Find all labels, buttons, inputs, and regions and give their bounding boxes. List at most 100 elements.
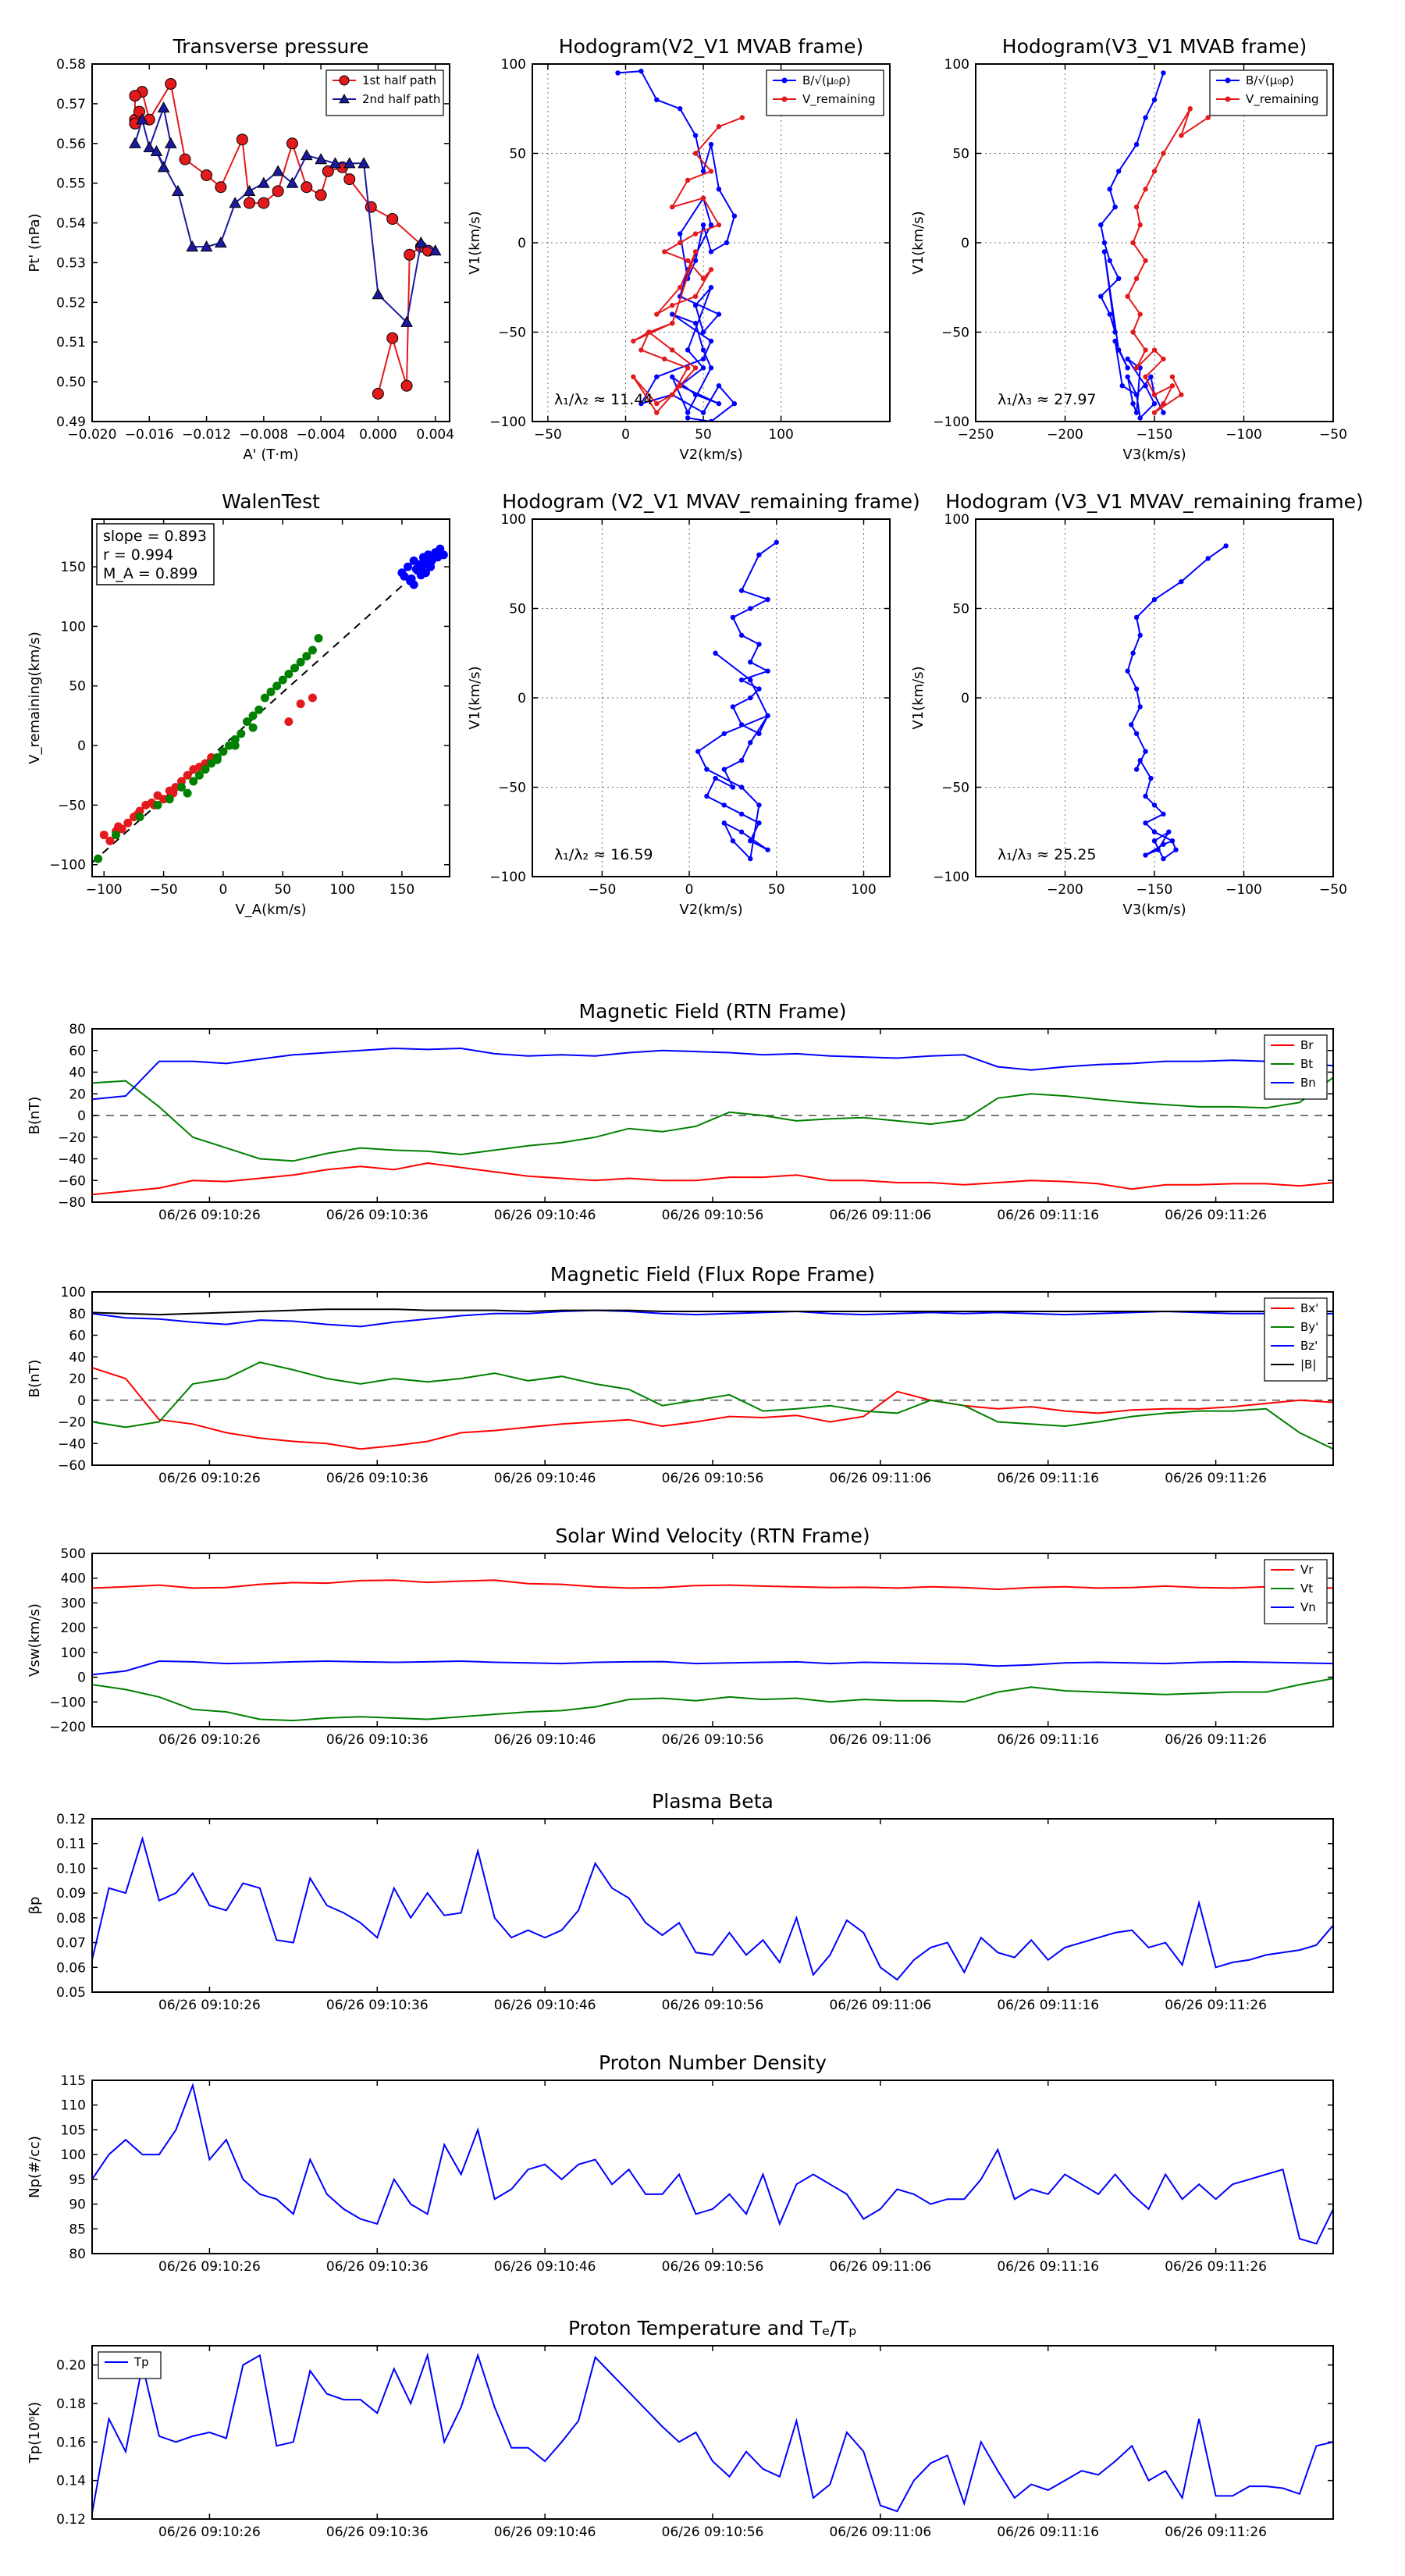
y-tick-label: 100 [61, 1285, 86, 1300]
y-tick-label: 50 [509, 147, 526, 162]
plot-area [695, 539, 779, 862]
data-point [730, 614, 736, 621]
y-tick-label: 0 [77, 1108, 86, 1124]
x-tick-label: 06/26 09:11:16 [997, 1208, 1099, 1223]
x-tick-label: 06/26 09:11:06 [829, 1471, 931, 1486]
data-point [112, 831, 121, 840]
data-point [201, 169, 213, 181]
x-tick-label: 100 [329, 882, 354, 898]
series-line-v-remaining [632, 116, 743, 415]
data-point [738, 588, 745, 593]
data-point [721, 820, 727, 826]
y-tick-label: 100 [944, 512, 969, 528]
data-point [654, 410, 660, 415]
plot-frame [91, 63, 450, 422]
hodogram-v2-v1-mvav-chart: Hodogram (V2_V1 MVAV_remaining frame) −50… [467, 490, 920, 918]
solar-wind-velocity-chart: Solar Wind Velocity (RTN Frame) 06/26 09:… [27, 1525, 1334, 1748]
data-point [266, 687, 276, 696]
data-point [200, 240, 213, 252]
x-tick-label: −100 [1225, 882, 1262, 898]
data-point [670, 347, 675, 353]
y-tick-label: 0.11 [56, 1837, 86, 1852]
data-point [135, 813, 144, 822]
data-point [1143, 115, 1148, 120]
data-point [1161, 856, 1166, 862]
data-point [1151, 347, 1158, 353]
y-tick-label: 100 [61, 2147, 86, 2163]
plot-frame [532, 63, 891, 422]
data-point [177, 777, 186, 786]
x-tick-label: 06/26 09:10:56 [662, 1998, 764, 2013]
data-point [685, 365, 691, 371]
data-point [654, 97, 660, 102]
series-line-bz- [92, 1309, 1333, 1328]
data-point [1161, 400, 1166, 407]
data-point [301, 181, 313, 194]
legend-label: 2nd half path [362, 92, 440, 106]
x-tick-label: −150 [1136, 427, 1173, 443]
data-point [748, 606, 753, 611]
stats-line: r = 0.994 [103, 546, 173, 564]
data-point [1116, 347, 1122, 353]
series-line-br [92, 1162, 1333, 1196]
data-point [1179, 133, 1184, 138]
data-point [404, 248, 416, 261]
y-tick-label: 0.55 [56, 176, 86, 192]
x-axis-label: V2(km/s) [679, 447, 742, 463]
data-point [670, 205, 675, 210]
legend-label: B/√(μ₀ρ) [1246, 73, 1294, 87]
data-point [150, 144, 163, 157]
x-tick-label: 50 [695, 427, 712, 443]
data-point [300, 149, 313, 161]
data-point [286, 176, 299, 188]
y-tick-label: 0 [77, 1670, 86, 1686]
x-tick-label: 0 [219, 882, 228, 898]
legend-marker [1225, 96, 1231, 102]
y-tick-label: 100 [501, 512, 526, 528]
x-axis-label: A' (T·m) [243, 447, 298, 463]
plot-frame [91, 1291, 1334, 1466]
y-tick-label: 50 [952, 147, 969, 162]
x-tick-label: 06/26 09:10:56 [662, 2524, 764, 2540]
data-point [433, 550, 443, 560]
data-point [219, 747, 228, 756]
eigenvalue-ratio-annotation: λ₁/λ₂ ≈ 11.44 [554, 391, 653, 408]
y-tick-label: −80 [58, 1195, 86, 1211]
stats-box [96, 523, 215, 585]
data-point [372, 387, 384, 400]
x-tick-label: 06/26 09:10:26 [158, 1732, 261, 1748]
y-tick-label: 100 [501, 57, 526, 73]
y-tick-label: −100 [49, 858, 86, 873]
data-point [201, 759, 210, 768]
x-tick-label: 06/26 09:10:36 [326, 2259, 429, 2275]
y-tick-label: 80 [69, 1307, 86, 1322]
eigenvalue-ratio-annotation: λ₁/λ₃ ≈ 27.97 [998, 391, 1097, 408]
data-point [1112, 329, 1118, 335]
legend-label: Bt [1300, 1057, 1313, 1071]
data-point [1125, 668, 1130, 674]
data-point [1143, 820, 1148, 826]
data-point [189, 777, 198, 786]
y-tick-label: 0.06 [56, 1960, 86, 1976]
y-tick-label: 0.05 [56, 1985, 86, 2001]
data-point [685, 347, 691, 353]
y-tick-label: −100 [933, 415, 969, 430]
y-axis-label: Tp(10⁶K) [27, 2402, 43, 2464]
data-point [631, 374, 636, 379]
data-point [172, 184, 184, 196]
data-point [692, 320, 699, 326]
y-tick-label: −40 [58, 1436, 86, 1452]
data-point [1151, 410, 1158, 415]
data-point [1161, 70, 1166, 76]
plot-area [1098, 70, 1211, 421]
y-tick-label: 200 [61, 1621, 86, 1636]
series-line-v [696, 541, 777, 861]
x-tick-label: −0.004 [297, 427, 346, 443]
x-tick-label: −100 [86, 882, 123, 898]
y-tick-label: 300 [61, 1596, 86, 1611]
plot-area [129, 77, 442, 400]
data-point [409, 580, 418, 589]
data-point [765, 713, 770, 719]
data-point [677, 285, 683, 290]
data-point [765, 668, 770, 674]
